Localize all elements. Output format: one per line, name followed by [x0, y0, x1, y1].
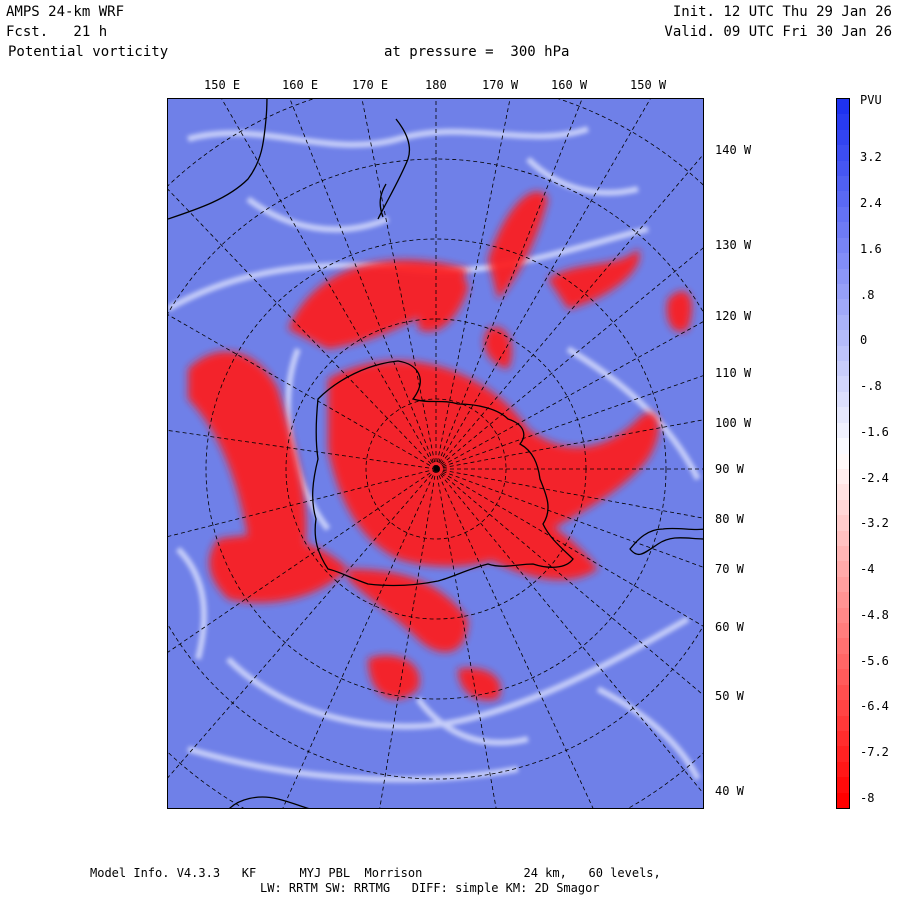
colorbar-segment	[837, 345, 849, 362]
south-america-coastline	[629, 527, 703, 556]
lon-label-right: 60 W	[715, 620, 744, 634]
lon-label-right: 70 W	[715, 562, 744, 576]
colorbar-segment	[837, 253, 849, 270]
lon-label-top: 180	[425, 78, 447, 92]
model-title: AMPS 24-km WRF	[6, 4, 125, 20]
colorbar-segment	[837, 730, 849, 747]
lon-label-top: 170 W	[482, 78, 519, 92]
colorbar-segment	[837, 499, 849, 516]
colorbar-segment	[837, 638, 849, 655]
colorbar-segment	[837, 576, 849, 593]
colorbar-tick-label: -7.2	[860, 745, 889, 759]
antarctica-coastline	[312, 360, 574, 587]
colorbar-segment	[837, 777, 849, 794]
colorbar-tick-label: -1.6	[860, 425, 889, 439]
colorbar-tick-label: 0	[860, 333, 868, 347]
colorbar-tick-label: -6.4	[860, 699, 889, 713]
lon-label-top: 160 W	[551, 78, 588, 92]
colorbar-segment	[837, 376, 849, 393]
forecast-hour: Fcst. 21 h	[6, 24, 108, 40]
pv-map	[167, 98, 704, 809]
colorbar-segment	[837, 114, 849, 131]
lon-label-right: 40 W	[715, 784, 744, 798]
pressure-level: at pressure = 300 hPa	[384, 44, 570, 60]
colorbar-segment	[837, 715, 849, 732]
lon-label-right: 100 W	[715, 416, 752, 430]
colorbar-segment	[837, 453, 849, 470]
australia-coastline	[168, 99, 268, 220]
colorbar-tick-label: -5.6	[860, 654, 889, 668]
colorbar-segment	[837, 700, 849, 716]
southern-land-coastline	[229, 796, 310, 808]
lon-label-top: 170 E	[352, 78, 389, 92]
colorbar-segment	[837, 607, 849, 624]
lon-label-right: 50 W	[715, 689, 744, 703]
field-name: Potential vorticity	[8, 44, 169, 60]
colorbar-tick-label: .8	[860, 288, 875, 302]
colorbar-segment	[837, 299, 849, 316]
colorbar-segment	[837, 222, 849, 239]
lon-label-top: 150 E	[204, 78, 241, 92]
colorbar-segment	[837, 792, 849, 809]
lon-label-right: 140 W	[715, 143, 752, 157]
colorbar-segment	[837, 669, 849, 686]
lon-label-top: 160 E	[282, 78, 319, 92]
lon-label-right: 130 W	[715, 238, 752, 252]
colorbar-segment	[837, 684, 849, 701]
colorbar	[836, 98, 850, 809]
colorbar-segment	[837, 761, 849, 778]
colorbar-segment	[837, 176, 849, 192]
colorbar-unit: PVU	[860, 93, 882, 107]
colorbar-segment	[837, 191, 849, 208]
colorbar-segment	[837, 361, 849, 377]
colorbar-tick-label: -3.2	[860, 516, 889, 530]
colorbar-segment	[837, 515, 849, 532]
colorbar-segment	[837, 99, 849, 115]
colorbar-segment	[837, 206, 849, 223]
colorbar-segment	[837, 530, 849, 547]
colorbar-tick-label: -4	[860, 562, 875, 576]
graticule	[168, 99, 703, 808]
colorbar-tick-label: 1.6	[860, 242, 882, 256]
colorbar-tick-label: 2.4	[860, 196, 882, 210]
colorbar-segment	[837, 407, 849, 424]
colorbar-segment	[837, 545, 849, 562]
colorbar-segment	[837, 623, 849, 639]
model-info-line2: LW: RRTM SW: RRTMG DIFF: simple KM: 2D S…	[260, 881, 600, 895]
colorbar-segment	[837, 592, 849, 609]
colorbar-segment	[837, 237, 849, 254]
lon-label-right: 110 W	[715, 366, 752, 380]
init-time: Init. 12 UTC Thu 29 Jan 26	[672, 4, 892, 20]
colorbar-segment	[837, 268, 849, 285]
pv-negative-regions	[188, 191, 692, 701]
colorbar-tick-label: -4.8	[860, 608, 889, 622]
colorbar-tick-label: -2.4	[860, 471, 889, 485]
colorbar-tick-label: 3.2	[860, 150, 882, 164]
colorbar-segment	[837, 314, 849, 331]
lon-label-right: 80 W	[715, 512, 744, 526]
new-zealand-coastline	[377, 118, 411, 220]
colorbar-tick-label: -.8	[860, 379, 882, 393]
colorbar-segment	[837, 422, 849, 439]
colorbar-segment	[837, 145, 849, 162]
lon-label-right: 90 W	[715, 462, 744, 476]
colorbar-segment	[837, 129, 849, 146]
model-info-line1: Model Info. V4.3.3 KF MYJ PBL Morrison 2…	[90, 866, 661, 880]
colorbar-segment	[837, 160, 849, 177]
map-canvas	[168, 99, 703, 808]
lon-label-top: 150 W	[630, 78, 667, 92]
valid-time: Valid. 09 UTC Fri 30 Jan 26	[664, 24, 892, 40]
coastlines	[168, 99, 703, 808]
colorbar-segment	[837, 438, 849, 454]
colorbar-segment	[837, 330, 849, 347]
colorbar-tick-label: -8	[860, 791, 875, 805]
colorbar-segment	[837, 391, 849, 408]
colorbar-segment	[837, 653, 849, 670]
colorbar-segment	[837, 561, 849, 578]
colorbar-segment	[837, 484, 849, 501]
lon-label-right: 120 W	[715, 309, 752, 323]
colorbar-segment	[837, 746, 849, 763]
colorbar-segment	[837, 468, 849, 485]
colorbar-segment	[837, 283, 849, 300]
